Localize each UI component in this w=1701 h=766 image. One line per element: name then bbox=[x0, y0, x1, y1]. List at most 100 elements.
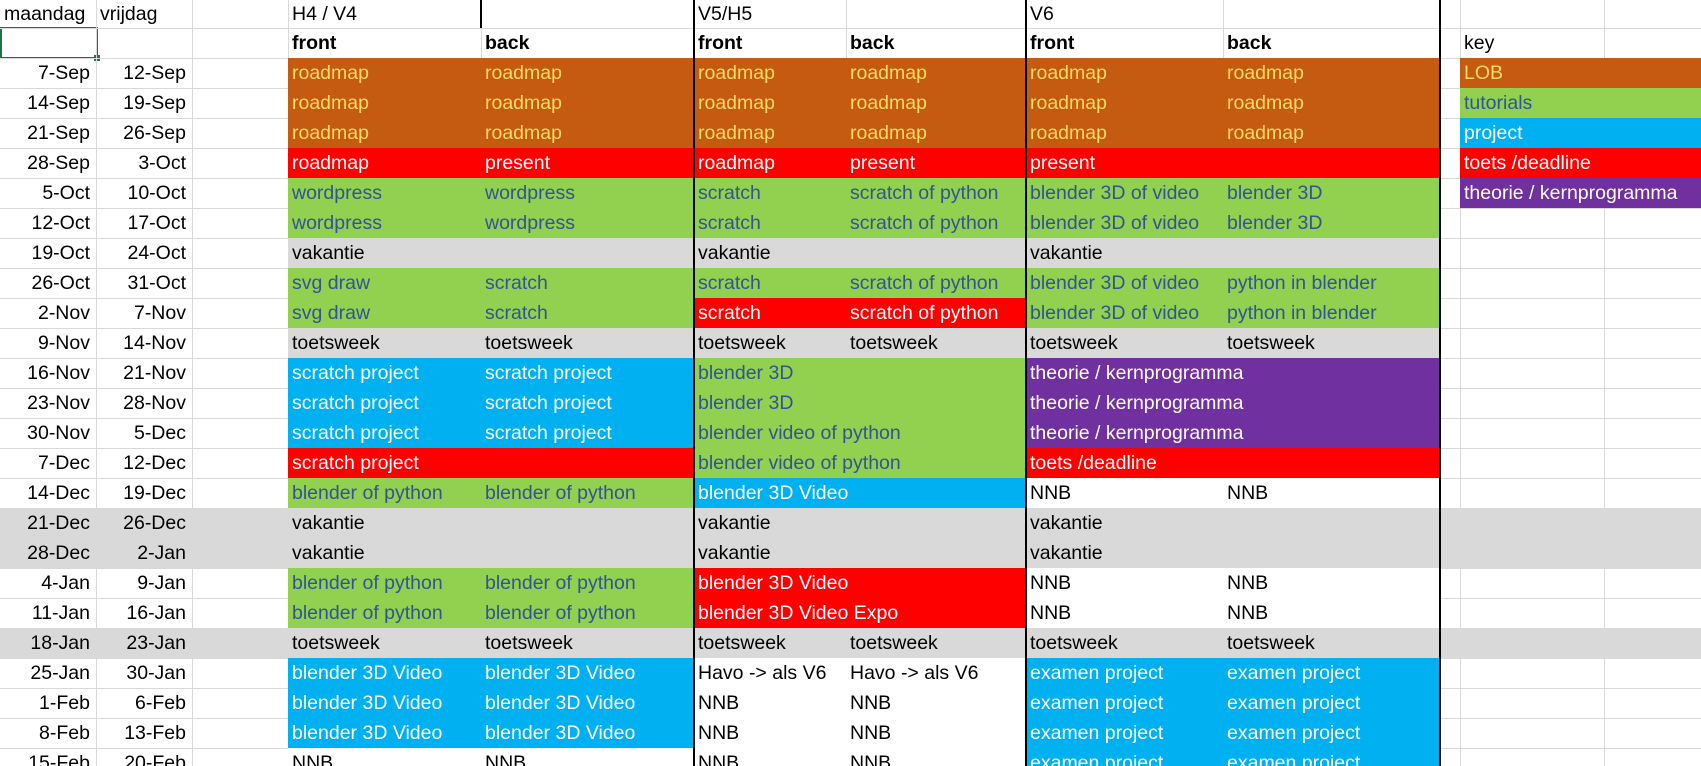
schedule-cell[interactable]: vakantie bbox=[694, 238, 1026, 268]
schedule-cell[interactable]: NNB bbox=[1026, 598, 1223, 628]
schedule-cell[interactable]: scratch bbox=[694, 298, 846, 328]
schedule-cell[interactable]: present bbox=[1026, 148, 1440, 178]
key-item[interactable]: project bbox=[1460, 118, 1701, 148]
group-header-v5-h5[interactable]: V5/H5 bbox=[698, 3, 753, 25]
schedule-cell[interactable]: python in blender bbox=[1223, 298, 1440, 328]
schedule-cell[interactable]: blender of python bbox=[288, 598, 481, 628]
schedule-cell[interactable]: roadmap bbox=[288, 118, 481, 148]
date-friday[interactable]: 17-Oct bbox=[127, 212, 186, 234]
schedule-cell[interactable]: scratch project bbox=[288, 358, 481, 388]
date-monday[interactable]: 14-Sep bbox=[27, 92, 90, 114]
schedule-cell[interactable]: examen project bbox=[1026, 688, 1223, 718]
schedule-cell[interactable]: vakantie bbox=[1026, 508, 1440, 538]
schedule-cell[interactable]: examen project bbox=[1223, 748, 1440, 766]
schedule-cell[interactable]: wordpress bbox=[481, 208, 694, 238]
schedule-cell[interactable]: Havo -> als V6 bbox=[846, 658, 1026, 688]
date-monday[interactable]: 30-Nov bbox=[27, 422, 90, 444]
schedule-cell[interactable]: roadmap bbox=[846, 88, 1026, 118]
schedule-cell[interactable]: NNB bbox=[1026, 478, 1223, 508]
schedule-cell[interactable]: roadmap bbox=[288, 58, 481, 88]
date-friday[interactable]: 23-Jan bbox=[126, 632, 186, 654]
schedule-cell[interactable]: scratch project bbox=[288, 418, 481, 448]
schedule-cell[interactable]: roadmap bbox=[288, 148, 481, 178]
schedule-cell[interactable]: blender of python bbox=[481, 598, 694, 628]
date-friday[interactable]: 10-Oct bbox=[127, 182, 186, 204]
date-friday[interactable]: 5-Dec bbox=[133, 422, 186, 444]
schedule-cell[interactable]: NNB bbox=[1223, 568, 1440, 598]
schedule-cell[interactable]: NNB bbox=[846, 718, 1026, 748]
schedule-cell[interactable]: toetsweek bbox=[846, 628, 1026, 658]
schedule-cell[interactable]: present bbox=[846, 148, 1026, 178]
schedule-cell[interactable]: blender 3D bbox=[694, 358, 1026, 388]
date-friday[interactable]: 13-Feb bbox=[124, 722, 186, 744]
key-item[interactable]: tutorials bbox=[1460, 88, 1701, 118]
schedule-cell[interactable]: roadmap bbox=[288, 88, 481, 118]
date-monday[interactable]: 26-Oct bbox=[31, 272, 90, 294]
schedule-cell[interactable]: wordpress bbox=[288, 178, 481, 208]
date-friday[interactable]: 30-Jan bbox=[126, 662, 186, 684]
schedule-cell[interactable]: blender of python bbox=[481, 568, 694, 598]
schedule-cell[interactable]: scratch bbox=[694, 178, 846, 208]
schedule-cell[interactable]: roadmap bbox=[481, 88, 694, 118]
schedule-cell[interactable]: blender 3D of video bbox=[1026, 298, 1223, 328]
schedule-cell[interactable]: blender 3D bbox=[694, 388, 1026, 418]
schedule-cell[interactable]: toetsweek bbox=[288, 328, 481, 358]
schedule-cell[interactable]: blender 3D Video bbox=[694, 478, 1026, 508]
group-header-v6[interactable]: V6 bbox=[1030, 3, 1054, 25]
schedule-cell[interactable]: examen project bbox=[1026, 658, 1223, 688]
date-monday[interactable]: 8-Feb bbox=[39, 722, 90, 744]
date-friday[interactable]: 21-Nov bbox=[123, 362, 186, 384]
schedule-cell[interactable]: toetsweek bbox=[481, 628, 694, 658]
schedule-cell[interactable]: scratch project bbox=[288, 388, 481, 418]
schedule-cell[interactable]: toetsweek bbox=[1223, 628, 1440, 658]
schedule-cell[interactable]: scratch project bbox=[481, 358, 694, 388]
schedule-cell[interactable]: examen project bbox=[1223, 658, 1440, 688]
schedule-cell[interactable]: blender 3D of video bbox=[1026, 178, 1223, 208]
header-maandag[interactable]: maandag bbox=[4, 3, 86, 25]
schedule-cell[interactable]: toetsweek bbox=[694, 328, 846, 358]
schedule-cell[interactable]: vakantie bbox=[1026, 238, 1440, 268]
schedule-cell[interactable]: toetsweek bbox=[481, 328, 694, 358]
schedule-cell[interactable]: roadmap bbox=[481, 118, 694, 148]
date-monday[interactable]: 11-Jan bbox=[31, 602, 90, 624]
schedule-cell[interactable]: scratch project bbox=[481, 388, 694, 418]
schedule-cell[interactable]: examen project bbox=[1026, 748, 1223, 766]
key-item[interactable]: LOB bbox=[1460, 58, 1701, 88]
schedule-cell[interactable]: roadmap bbox=[1026, 88, 1223, 118]
schedule-cell[interactable]: roadmap bbox=[846, 118, 1026, 148]
date-friday[interactable]: 12-Sep bbox=[123, 62, 186, 84]
schedule-cell[interactable]: NNB bbox=[1026, 568, 1223, 598]
schedule-cell[interactable]: theorie / kernprogramma bbox=[1026, 358, 1440, 388]
group-header-h4-v4[interactable]: H4 / V4 bbox=[292, 3, 358, 25]
date-monday[interactable]: 21-Sep bbox=[27, 122, 90, 144]
date-friday[interactable]: 7-Nov bbox=[133, 302, 186, 324]
schedule-cell[interactable]: NNB bbox=[288, 748, 481, 766]
schedule-cell[interactable]: blender 3D Video bbox=[694, 568, 1026, 598]
schedule-cell[interactable]: blender video of python bbox=[694, 448, 1026, 478]
date-friday[interactable]: 14-Nov bbox=[123, 332, 186, 354]
schedule-cell[interactable]: roadmap bbox=[1026, 118, 1223, 148]
date-monday[interactable]: 7-Dec bbox=[37, 452, 90, 474]
schedule-cell[interactable]: vakantie bbox=[694, 538, 1026, 568]
schedule-cell[interactable]: toetsweek bbox=[288, 628, 481, 658]
schedule-cell[interactable]: blender of python bbox=[288, 568, 481, 598]
date-friday[interactable]: 3-Oct bbox=[138, 152, 186, 174]
date-friday[interactable]: 2-Jan bbox=[137, 542, 186, 564]
header-front-1[interactable]: front bbox=[292, 32, 337, 54]
schedule-cell[interactable]: blender 3D Video bbox=[288, 718, 481, 748]
schedule-cell[interactable]: roadmap bbox=[694, 88, 846, 118]
date-monday[interactable]: 28-Dec bbox=[27, 542, 90, 564]
date-friday[interactable]: 12-Dec bbox=[123, 452, 186, 474]
schedule-cell[interactable]: scratch bbox=[481, 298, 694, 328]
schedule-cell[interactable]: roadmap bbox=[694, 148, 846, 178]
schedule-cell[interactable]: wordpress bbox=[481, 178, 694, 208]
schedule-cell[interactable]: roadmap bbox=[1223, 118, 1440, 148]
schedule-cell[interactable]: scratch bbox=[694, 268, 846, 298]
date-monday[interactable]: 21-Dec bbox=[27, 512, 90, 534]
schedule-cell[interactable]: blender 3D bbox=[1223, 208, 1440, 238]
schedule-cell[interactable]: svg draw bbox=[288, 298, 481, 328]
schedule-cell[interactable]: toetsweek bbox=[1026, 628, 1223, 658]
date-monday[interactable]: 19-Oct bbox=[31, 242, 90, 264]
schedule-cell[interactable]: blender video of python bbox=[694, 418, 1026, 448]
date-friday[interactable]: 24-Oct bbox=[127, 242, 186, 264]
